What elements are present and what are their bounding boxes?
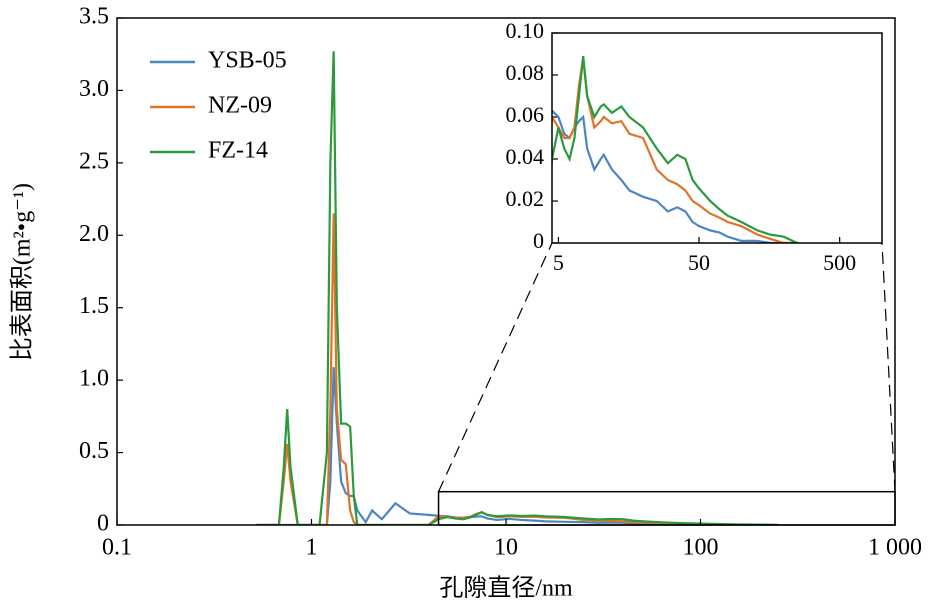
y-tick-label: 0 <box>533 228 544 253</box>
y-tick-label: 1.0 <box>79 366 109 392</box>
x-tick-label: 50 <box>688 250 710 275</box>
x-tick-label: 0.1 <box>102 535 132 561</box>
zoom-connector <box>881 242 896 492</box>
legend-label: FZ-14 <box>208 138 268 164</box>
axis-box <box>551 32 883 244</box>
x-tick-label: 1 000 <box>868 535 922 561</box>
y-tick-label: 0.02 <box>506 186 545 211</box>
main-plot <box>256 51 778 525</box>
x-tick-label: 1 <box>306 535 318 561</box>
zoom-box <box>437 490 896 526</box>
y-tick-label: 0.06 <box>506 102 545 127</box>
legend-label: NZ-09 <box>208 93 272 119</box>
y-tick-label: 0.04 <box>506 144 545 169</box>
y-tick-label: 0.5 <box>79 438 109 464</box>
series-line <box>256 367 778 525</box>
y-tick-label: 0.08 <box>506 60 545 85</box>
y-tick-label: 0 <box>97 511 109 537</box>
y-tick-label: 1.5 <box>79 293 109 319</box>
series-line <box>256 213 778 525</box>
inset-bg <box>552 33 882 243</box>
series-line <box>552 58 798 243</box>
y-axis-label: 比表面积(m²•g⁻¹) <box>9 183 36 361</box>
x-tick-label: 10 <box>494 535 518 561</box>
inset-plot <box>552 55 798 243</box>
y-tick-label: 2.0 <box>79 221 109 247</box>
zoom-connector <box>438 242 553 492</box>
x-tick-label: 5 <box>553 250 564 275</box>
x-tick-label: 100 <box>683 535 719 561</box>
series-line <box>256 51 778 525</box>
y-tick-label: 3.0 <box>79 76 109 102</box>
y-tick-label: 0.10 <box>506 18 545 43</box>
y-tick-label: 2.5 <box>79 148 109 174</box>
series-line <box>552 55 798 243</box>
legend-label: YSB-05 <box>208 48 287 74</box>
y-tick-label: 3.5 <box>79 4 109 30</box>
x-axis-label: 孔隙直径/nm <box>439 575 573 602</box>
x-tick-label: 500 <box>823 250 856 275</box>
